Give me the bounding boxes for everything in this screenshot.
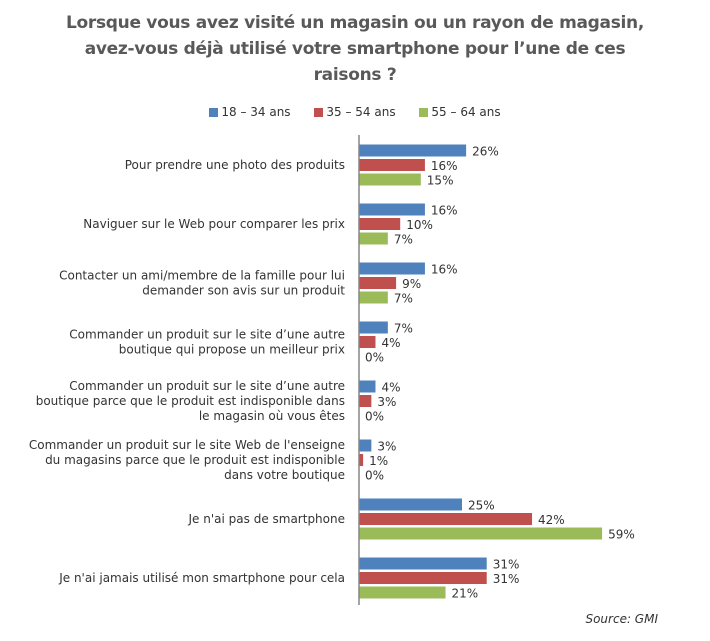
- bar: [359, 454, 364, 466]
- legend-item: 35 – 54 ans: [314, 105, 396, 119]
- bar: [359, 572, 487, 584]
- data-label: 31%: [493, 558, 520, 572]
- bar: [359, 336, 376, 348]
- bar: [359, 513, 533, 525]
- title-line: avez-vous déjà utilisé votre smartphone …: [84, 39, 626, 59]
- data-label: 16%: [431, 204, 458, 218]
- legend-label: 35 – 54 ans: [326, 105, 396, 119]
- bar: [359, 439, 372, 452]
- chart-title: Lorsque vous avez visité un magasin ou u…: [0, 10, 710, 88]
- data-label: 4%: [381, 381, 400, 395]
- category-label: dans votre boutique: [224, 468, 345, 482]
- category-label: Commander un produit sur le site Web de …: [29, 438, 345, 452]
- category-label: demander son avis sur un produit: [142, 284, 345, 298]
- data-label: 25%: [468, 499, 495, 513]
- bar: [359, 203, 425, 216]
- category-label: du magasins parce que le produit est ind…: [45, 453, 345, 467]
- bar: [359, 218, 401, 230]
- bar: [359, 557, 487, 570]
- category-label: Pour prendre une photo des produits: [125, 158, 345, 172]
- data-label: 0%: [365, 351, 384, 365]
- data-label: 4%: [381, 336, 400, 350]
- data-label: 16%: [431, 159, 458, 173]
- data-label: 7%: [394, 233, 413, 247]
- category-label: Contacter un ami/membre de la famille po…: [59, 269, 345, 283]
- source-note: Source: GMI: [585, 612, 658, 626]
- category-label: Je n'ai jamais utilisé mon smartphone po…: [58, 571, 345, 585]
- data-label: 3%: [377, 440, 396, 454]
- category-label: le magasin où vous êtes: [199, 409, 345, 423]
- bar: [359, 232, 388, 245]
- legend-swatch: [314, 108, 324, 117]
- bar: [359, 395, 372, 407]
- data-label: 59%: [608, 528, 635, 542]
- legend-swatch: [209, 108, 219, 117]
- data-label: 9%: [402, 277, 421, 291]
- bar: [359, 586, 446, 599]
- bar: [359, 159, 425, 171]
- category-label: Commander un produit sur le site d’une a…: [69, 379, 345, 393]
- category-label: Commander un produit sur le site d’une a…: [69, 328, 345, 342]
- data-label: 42%: [538, 513, 565, 527]
- legend-label: 18 – 34 ans: [221, 105, 291, 119]
- legend-item: 55 – 64 ans: [419, 105, 501, 119]
- legend-item: 18 – 34 ans: [209, 105, 291, 119]
- legend: 18 – 34 ans 35 – 54 ans 55 – 64 ans: [0, 105, 710, 119]
- bar: [359, 262, 425, 275]
- data-label: 16%: [431, 263, 458, 277]
- bar: [359, 173, 421, 186]
- data-label: 10%: [406, 218, 433, 232]
- category-label: boutique qui propose un meilleur prix: [119, 343, 345, 357]
- category-label: Naviguer sur le Web pour comparer les pr…: [83, 217, 345, 231]
- bar: [359, 291, 388, 304]
- data-label: 0%: [365, 410, 384, 424]
- data-label: 3%: [377, 395, 396, 409]
- category-label: Je n'ai pas de smartphone: [188, 512, 345, 526]
- bar: [359, 380, 376, 393]
- legend-label: 55 – 64 ans: [431, 105, 501, 119]
- bar: [359, 144, 467, 157]
- bar: [359, 277, 397, 289]
- data-label: 15%: [427, 174, 454, 188]
- data-label: 21%: [452, 587, 479, 601]
- data-label: 7%: [394, 292, 413, 306]
- data-label: 26%: [472, 145, 499, 159]
- title-line: raisons ?: [313, 65, 397, 85]
- title-line: Lorsque vous avez visité un magasin ou u…: [65, 13, 645, 33]
- data-label: 7%: [394, 322, 413, 336]
- bar: [359, 527, 603, 540]
- data-label: 0%: [365, 469, 384, 483]
- category-label: boutique parce que le produit est indisp…: [36, 394, 345, 408]
- data-label: 31%: [493, 572, 520, 586]
- data-label: 1%: [369, 454, 388, 468]
- legend-swatch: [419, 108, 429, 117]
- bar: [359, 498, 462, 511]
- bar: [359, 321, 388, 334]
